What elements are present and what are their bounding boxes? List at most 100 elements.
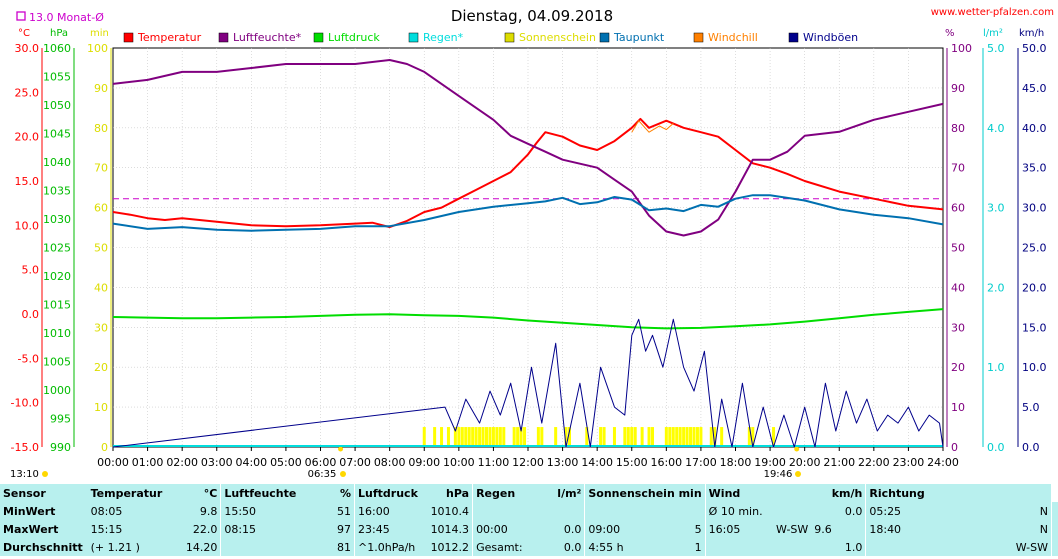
wind-tick-label: 5.0 — [1022, 401, 1040, 414]
site-link[interactable]: www.wetter-pfalzen.com — [931, 7, 1054, 18]
sunshine-bar — [460, 427, 464, 447]
rain-unit: l/m² — [983, 28, 1003, 39]
sunshine-bar — [585, 427, 589, 447]
x-tick-label: 06:00 — [305, 456, 337, 469]
humidity-tick-label: 50 — [951, 242, 965, 255]
wind-tick-label: 25.0 — [1022, 242, 1047, 255]
sunshine-bar — [709, 427, 713, 447]
legend-swatch — [218, 32, 229, 43]
sunshine-bar — [689, 427, 693, 447]
rain-tick-label: 5.0 — [987, 42, 1005, 55]
series-windben-line — [112, 318, 944, 448]
sunshine-bar — [668, 427, 672, 447]
humidity-tick-label: 30 — [951, 321, 965, 334]
summary-header-row: Sensor Temperatur °C Luftfeuchte % Luftd… — [0, 484, 1058, 502]
pressure-tick-label: 1050 — [43, 99, 71, 112]
sunshine-bar — [488, 427, 492, 447]
x-tick-label: 23:00 — [893, 456, 925, 469]
pressure-tick-label: 995 — [50, 413, 71, 426]
legend: Temperatur Luftfeuchte* Luftdruck Regen* Son… — [123, 31, 858, 44]
legend-label: Windböen — [803, 31, 858, 44]
sunshine-tick-label: 60 — [94, 202, 108, 215]
sunset-sun-icon — [795, 471, 801, 477]
series-windchill-line — [631, 120, 674, 133]
humidity-tick-label: 70 — [951, 162, 965, 175]
sunshine-bar — [599, 427, 603, 447]
x-tick-label: 15:00 — [616, 456, 648, 469]
sunshine-bar — [523, 427, 527, 447]
sunshine-tick-label: 10 — [94, 401, 108, 414]
x-tick-label: 17:00 — [685, 456, 717, 469]
wind-tick-label: 35.0 — [1022, 162, 1047, 175]
sunshine-bar — [568, 427, 571, 447]
x-tick-label: 20:00 — [789, 456, 821, 469]
temperature-tick-label: 20.0 — [15, 131, 40, 144]
sunshine-bar — [720, 427, 724, 447]
pressure-tick-label: 1000 — [43, 384, 71, 397]
sunset-axis-marker — [794, 446, 800, 452]
sunshine-bar — [633, 427, 637, 447]
row-label: Durchschnitt — [0, 538, 88, 556]
legend-label: Luftfeuchte* — [233, 31, 302, 44]
sunshine-bar — [495, 427, 499, 447]
wind-tick-label: 40.0 — [1022, 122, 1047, 135]
humidity-tick-label: 0 — [951, 441, 958, 454]
series-luftdruck-line — [112, 308, 944, 330]
sunshine-bar — [536, 427, 540, 447]
hum-unit-header: % — [299, 484, 356, 502]
sunshine-bar — [647, 427, 651, 447]
sunrise-axis-marker — [338, 446, 344, 452]
summary-table: Sensor Temperatur °C Luftfeuchte % Luftd… — [0, 484, 1058, 559]
chart-title: Dienstag, 04.09.2018 — [451, 7, 613, 25]
sunshine-bar — [612, 427, 616, 447]
sunshine-tick-label: 0 — [101, 441, 108, 454]
rain-tick-label: 3.0 — [987, 202, 1005, 215]
sun-unit: min — [90, 28, 109, 39]
sunshine-bar — [502, 427, 506, 447]
humidity-tick-label: 10 — [951, 401, 965, 414]
sunshine-bar — [623, 427, 627, 447]
sunshine-bar — [440, 427, 444, 447]
wind-unit-header: km/h — [811, 484, 867, 502]
wind-unit: km/h — [1019, 28, 1044, 39]
legend-label: Sonnenschein — [519, 31, 596, 44]
legend-swatch — [408, 32, 419, 43]
pressure-tick-label: 1005 — [43, 356, 71, 369]
wind-tick-label: 0.0 — [1022, 441, 1040, 454]
wind-tick-label: 50.0 — [1022, 42, 1047, 55]
temperature-tick-label: 10.0 — [15, 219, 40, 232]
rain-tick-label: 2.0 — [987, 281, 1005, 294]
sunshine-bar — [446, 427, 450, 447]
press-unit: hPa — [50, 28, 68, 39]
series-taupunkt-line — [112, 194, 944, 232]
humidity-tick-label: 100 — [951, 42, 972, 55]
x-tick-label: 05:00 — [270, 456, 302, 469]
press-unit-header: hPa — [420, 484, 474, 502]
pressure-tick-label: 1035 — [43, 185, 71, 198]
series-temperatur-line — [112, 117, 944, 229]
sunshine-bar — [695, 427, 699, 447]
legend-swatch — [599, 32, 610, 43]
x-tick-label: 03:00 — [201, 456, 233, 469]
hum-header: Luftfeuchte — [220, 484, 300, 502]
x-tick-label: 04:00 — [235, 456, 267, 469]
sunshine-bar — [519, 427, 523, 447]
x-tick-label: 07:00 — [339, 456, 371, 469]
sunshine-bar — [751, 427, 755, 447]
sunshine-bar — [481, 427, 485, 447]
table-row: Durchschnitt (+ 1.21 ) 14.20 81 ^1.0hPa/… — [0, 538, 1058, 556]
legend-swatch — [504, 32, 515, 43]
temperature-tick-label: 15.0 — [15, 175, 40, 188]
series-luftfeuchte-line — [112, 59, 944, 237]
humidity-tick-label: 90 — [951, 82, 965, 95]
sunshine-bar — [626, 427, 630, 447]
row-label: MinWert — [0, 502, 88, 520]
pressure-tick-label: 1010 — [43, 327, 71, 340]
rain-tick-label: 1.0 — [987, 361, 1005, 374]
sunshine-bar — [640, 427, 644, 447]
pressure-tick-label: 1025 — [43, 242, 71, 255]
sunshine-bar — [516, 427, 520, 447]
legend-label: Windchill — [708, 31, 758, 44]
x-tick-label: 22:00 — [858, 456, 890, 469]
temp-header: Temperatur — [87, 484, 166, 502]
